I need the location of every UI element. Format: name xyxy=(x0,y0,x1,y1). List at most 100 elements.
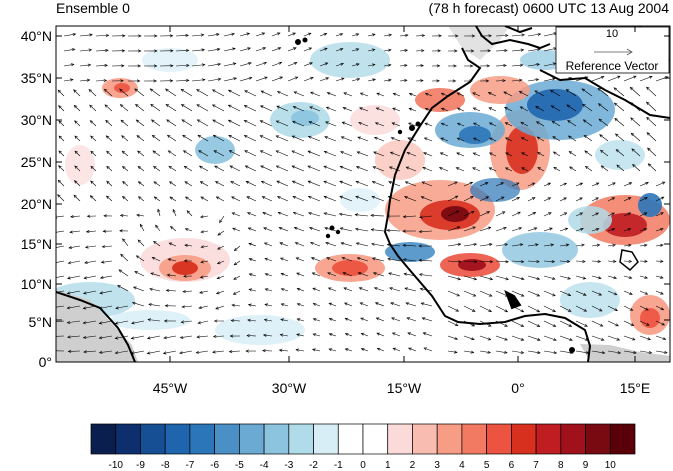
wind-vector xyxy=(374,137,385,142)
wind-vector-head xyxy=(486,64,491,68)
wind-vector-head xyxy=(340,242,345,246)
wind-vector xyxy=(647,147,657,157)
wind-vector-head xyxy=(472,122,477,126)
wind-vector-head xyxy=(83,350,87,354)
wind-vector xyxy=(575,275,586,279)
wind-vector-head xyxy=(647,337,652,341)
wind-vector-head xyxy=(520,309,525,313)
wind-vector-head xyxy=(552,136,556,140)
lat-label-30n: 30°N xyxy=(21,112,52,128)
wind-vector xyxy=(293,212,305,217)
wind-vector-head xyxy=(438,34,442,38)
wind-vector-head xyxy=(471,308,476,312)
wind-vector xyxy=(527,305,540,313)
wind-vector-head xyxy=(260,165,264,169)
wind-vector-head xyxy=(356,77,361,81)
wind-vector-head xyxy=(217,232,221,236)
wind-vector xyxy=(175,34,189,37)
wind-vector xyxy=(543,32,557,37)
wind-vector-head xyxy=(371,48,376,52)
wind-vector-head xyxy=(569,337,573,341)
wind-vector-head xyxy=(536,63,541,67)
wind-vector-head xyxy=(307,165,311,169)
wind-vector-head xyxy=(344,348,349,352)
wind-vector-head xyxy=(310,257,315,261)
wind-vector xyxy=(83,320,97,324)
wind-vector xyxy=(389,287,401,292)
wind-vector xyxy=(503,91,513,97)
wind-vector-head xyxy=(264,273,269,277)
wind-vector-head xyxy=(166,273,171,277)
wind-vector-head xyxy=(520,277,525,281)
wind-vector xyxy=(356,166,369,172)
wind-vector-head xyxy=(168,181,173,185)
wind-vector-head xyxy=(247,318,251,322)
wind-vector xyxy=(196,104,209,112)
wind-vector-head xyxy=(355,242,360,246)
anomaly-contour xyxy=(291,110,319,126)
wind-vector-head xyxy=(515,182,520,186)
wind-vector-head xyxy=(423,137,428,141)
wind-vector-head xyxy=(307,195,312,199)
wind-vector xyxy=(229,350,241,352)
wind-vector-head xyxy=(360,348,365,351)
wind-vector-head xyxy=(137,165,142,170)
wind-vector-head xyxy=(583,134,588,139)
wind-vector xyxy=(166,119,177,127)
wind-vector-head xyxy=(263,318,268,322)
wind-vector-head xyxy=(153,64,158,68)
wind-vector xyxy=(631,148,641,157)
wind-vector-head xyxy=(326,257,330,260)
wind-vector-head xyxy=(456,293,461,297)
wind-vector xyxy=(200,181,209,187)
wind-vector-head xyxy=(74,120,78,124)
wind-vector xyxy=(263,334,273,337)
wind-vector xyxy=(614,102,625,112)
wind-vector-head xyxy=(324,136,328,140)
wind-vector-head xyxy=(536,260,540,264)
wind-vector xyxy=(371,243,385,247)
wind-vector xyxy=(447,350,458,353)
colorbar-label: -1 xyxy=(334,460,343,471)
wind-vector-head xyxy=(89,33,93,37)
wind-vector-head xyxy=(391,122,396,126)
wind-vector xyxy=(201,245,209,248)
wind-vector xyxy=(183,150,193,157)
wind-vector xyxy=(399,79,408,82)
wind-vector-head xyxy=(211,89,216,93)
wind-vector xyxy=(180,88,193,97)
wind-vector-head xyxy=(531,182,536,186)
wind-vector-head xyxy=(132,286,137,290)
wind-vector xyxy=(623,305,633,311)
wind-vector-head xyxy=(504,293,509,297)
wind-vector xyxy=(214,165,225,172)
wind-vector-head xyxy=(82,335,87,339)
wind-vector-head xyxy=(228,135,232,138)
wind-vector xyxy=(388,196,401,202)
wind-vector xyxy=(511,49,524,52)
wind-vector xyxy=(655,212,664,217)
wind-vector xyxy=(505,122,513,127)
wind-vector-head xyxy=(370,228,375,232)
wind-vector-head xyxy=(199,290,203,294)
wind-vector-head xyxy=(343,92,347,96)
wind-vector xyxy=(387,229,401,232)
wind-vector-head xyxy=(531,197,536,201)
wind-vector xyxy=(280,334,289,337)
wind-vector xyxy=(90,165,97,172)
wind-vector-head xyxy=(647,163,652,167)
wind-vector-head xyxy=(179,351,183,355)
wind-vector-head xyxy=(388,181,392,185)
wind-vector xyxy=(228,135,241,142)
wind-vector-head xyxy=(85,230,90,234)
wind-vector xyxy=(361,333,369,337)
wind-vector xyxy=(387,258,401,262)
wind-vector xyxy=(342,121,353,127)
wind-vector-head xyxy=(88,88,93,93)
wind-vector xyxy=(149,288,161,292)
wind-vector-head xyxy=(408,107,413,111)
wind-vector xyxy=(255,47,266,52)
wind-vectors xyxy=(56,31,669,355)
wind-vector xyxy=(553,166,561,172)
wind-vector xyxy=(358,272,369,277)
